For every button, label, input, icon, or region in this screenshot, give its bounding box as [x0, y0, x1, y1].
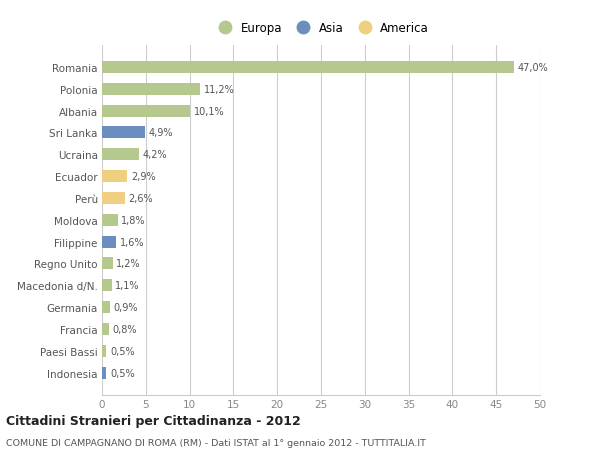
Text: 0,9%: 0,9%: [113, 302, 138, 313]
Bar: [102, 258, 113, 270]
Bar: [102, 106, 190, 118]
Bar: [102, 84, 200, 95]
Bar: [102, 345, 106, 357]
Text: 1,6%: 1,6%: [119, 237, 144, 247]
Legend: Europa, Asia, America: Europa, Asia, America: [209, 17, 433, 39]
Text: 1,1%: 1,1%: [115, 281, 140, 291]
Bar: [102, 236, 116, 248]
Bar: [102, 149, 139, 161]
Bar: [102, 62, 514, 74]
Bar: [102, 323, 109, 335]
Text: 0,5%: 0,5%: [110, 346, 134, 356]
Text: 4,2%: 4,2%: [142, 150, 167, 160]
Text: 47,0%: 47,0%: [517, 63, 548, 73]
Text: COMUNE DI CAMPAGNANO DI ROMA (RM) - Dati ISTAT al 1° gennaio 2012 - TUTTITALIA.I: COMUNE DI CAMPAGNANO DI ROMA (RM) - Dati…: [6, 438, 426, 447]
Text: 2,6%: 2,6%: [128, 194, 153, 203]
Bar: [102, 192, 125, 205]
Bar: [102, 302, 110, 313]
Text: 1,2%: 1,2%: [116, 259, 140, 269]
Text: 10,1%: 10,1%: [194, 106, 224, 116]
Bar: [102, 367, 106, 379]
Text: 0,5%: 0,5%: [110, 368, 134, 378]
Text: 1,8%: 1,8%: [121, 215, 146, 225]
Bar: [102, 214, 118, 226]
Text: Cittadini Stranieri per Cittadinanza - 2012: Cittadini Stranieri per Cittadinanza - 2…: [6, 414, 301, 428]
Bar: [102, 127, 145, 139]
Bar: [102, 280, 112, 292]
Text: 2,9%: 2,9%: [131, 172, 155, 182]
Text: 4,9%: 4,9%: [148, 128, 173, 138]
Text: 11,2%: 11,2%: [203, 84, 235, 95]
Bar: [102, 171, 127, 183]
Text: 0,8%: 0,8%: [113, 325, 137, 334]
